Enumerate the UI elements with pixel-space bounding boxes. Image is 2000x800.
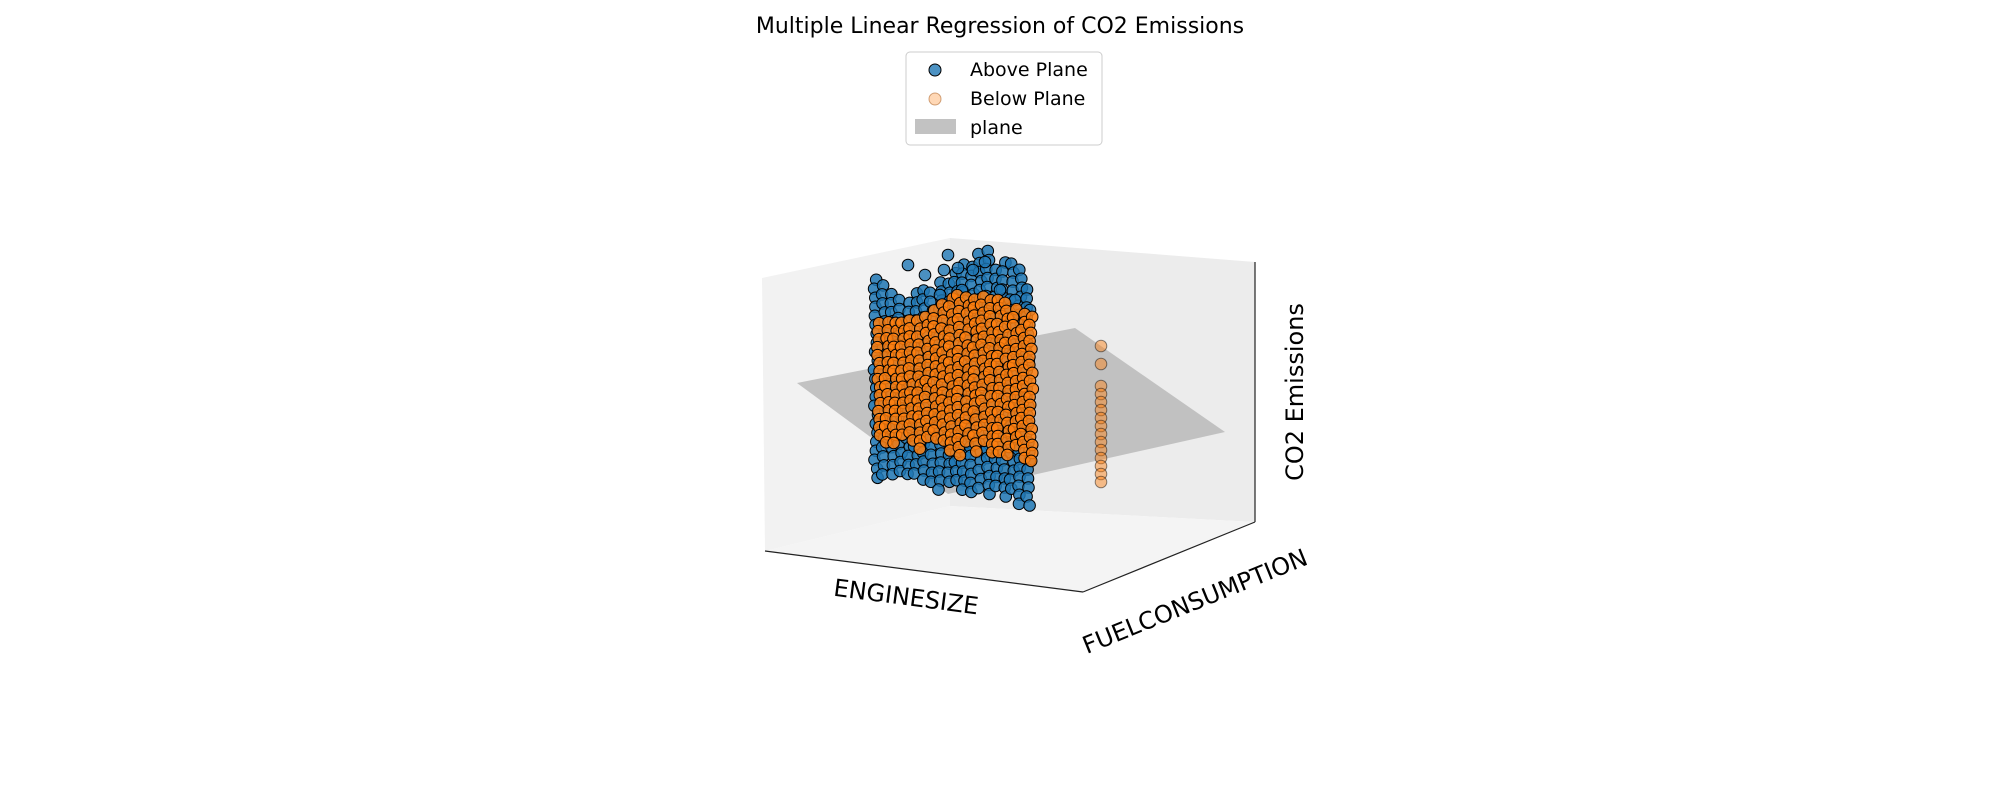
point-above-plane	[972, 481, 985, 495]
point-below-plane	[1094, 357, 1108, 371]
scatter-below-plane	[871, 288, 1108, 489]
point-below-plane	[1094, 403, 1108, 417]
point-above-plane	[932, 483, 945, 496]
z-axis-label: CO2 Emissions	[1281, 303, 1309, 481]
point-above-plane	[918, 268, 932, 282]
point-below-plane	[1094, 443, 1108, 457]
point-below-plane	[1094, 451, 1108, 465]
legend-marker-below-plane	[928, 92, 942, 106]
point-below-plane	[1094, 467, 1108, 481]
point-below-plane	[1094, 379, 1108, 393]
point-above-plane	[1023, 499, 1036, 512]
point-below-plane	[970, 445, 983, 458]
x-axis-label: ENGINESIZE	[832, 574, 980, 621]
point-below-plane	[1094, 435, 1108, 449]
legend: Above Plane Below Plane plane	[905, 51, 1103, 146]
point-above-plane	[941, 248, 955, 262]
legend-marker-above-plane	[928, 63, 942, 77]
pane-floor	[765, 506, 1255, 592]
point-below-plane	[1094, 475, 1108, 489]
x-axis-line	[764, 550, 1084, 593]
point-below-plane	[953, 448, 967, 462]
point-below-plane	[1001, 448, 1014, 462]
chart-title: Multiple Linear Regression of CO2 Emissi…	[756, 14, 1244, 39]
point-below-plane	[913, 442, 927, 456]
point-below-plane	[1094, 395, 1108, 409]
point-below-plane	[1094, 419, 1108, 433]
point-below-plane	[1094, 339, 1108, 353]
point-above-plane	[966, 263, 980, 277]
point-below-plane	[1094, 459, 1108, 473]
point-below-plane	[1094, 411, 1108, 425]
legend-label-plane: plane	[970, 117, 1023, 139]
point-below-plane	[1024, 454, 1038, 468]
point-above-plane	[978, 255, 992, 269]
legend-patch-plane	[915, 119, 956, 134]
point-above-plane	[951, 261, 965, 275]
point-above-plane	[937, 263, 951, 277]
legend-label-below-plane: Below Plane	[970, 88, 1085, 110]
point-below-plane	[1094, 427, 1108, 441]
axis-lines	[764, 262, 1256, 593]
point-above-plane	[901, 258, 915, 272]
point-below-plane	[1094, 387, 1108, 401]
y-axis-line	[1082, 521, 1256, 593]
point-below-plane	[887, 436, 900, 450]
legend-label-above-plane: Above Plane	[970, 59, 1088, 81]
